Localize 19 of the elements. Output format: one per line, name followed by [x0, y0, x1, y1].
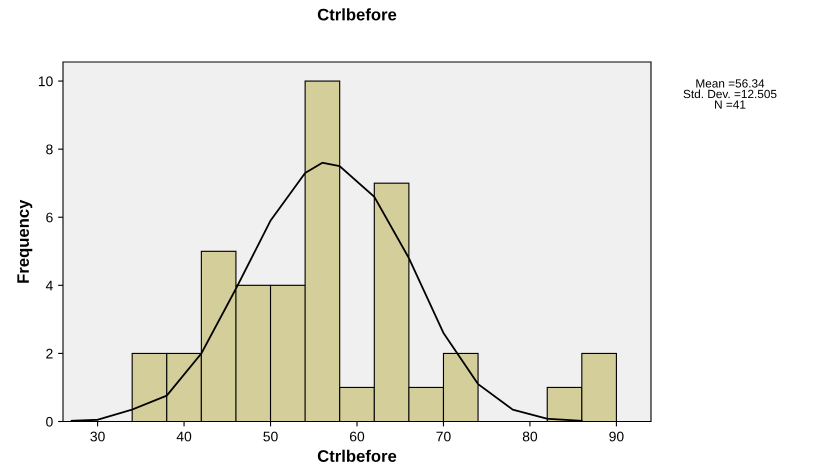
- y-tick-label: 4: [46, 280, 53, 290]
- x-tick-label: 30: [90, 432, 105, 442]
- x-axis-title: Ctrlbefore: [318, 450, 396, 462]
- x-tick-label: 60: [350, 432, 364, 442]
- x-tick-label: 80: [522, 432, 538, 442]
- y-tick-label: 2: [46, 348, 53, 358]
- y-tick-label: 0: [46, 416, 53, 427]
- y-tick-label: 8: [46, 144, 53, 154]
- y-axis-title: Frequency: [17, 200, 32, 283]
- text: Std. Dev. =12.505: [684, 90, 776, 98]
- y-tick-label: 6: [46, 212, 53, 222]
- text: Mean =56.34: [696, 79, 764, 88]
- chart-title: Ctrlbefore: [318, 8, 396, 20]
- x-tick-label: 70: [436, 432, 451, 442]
- x-tick-label: 50: [263, 432, 278, 442]
- y-tick-label: 10: [38, 76, 53, 86]
- x-tick-label: 40: [176, 432, 192, 442]
- x-tick-label: 90: [609, 432, 624, 442]
- text: N =41: [715, 100, 746, 109]
